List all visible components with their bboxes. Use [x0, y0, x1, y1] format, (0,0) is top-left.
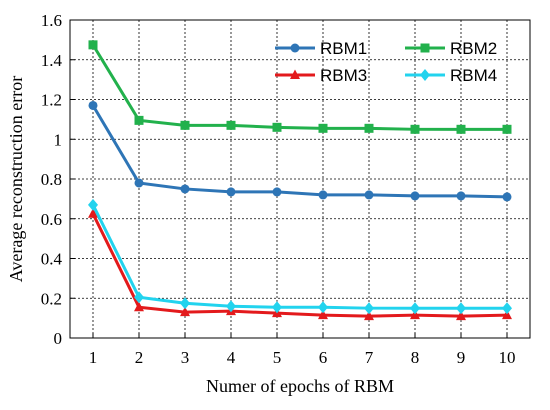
data-point — [88, 208, 98, 218]
data-point — [88, 100, 98, 110]
data-point — [88, 198, 98, 211]
data-point — [226, 300, 236, 313]
y-tick-label: 1 — [54, 130, 63, 149]
x-tick-label: 9 — [457, 348, 466, 367]
series-rbm1 — [88, 100, 512, 202]
legend-label: RBM2 — [450, 39, 497, 58]
y-tick-label: 1.4 — [41, 51, 63, 70]
x-tick-label: 8 — [411, 348, 420, 367]
data-point — [364, 302, 374, 315]
x-tick-label: 7 — [365, 348, 374, 367]
data-point — [180, 184, 190, 194]
legend-entry-rbm2: RBM2 — [405, 39, 497, 58]
series-line — [91, 44, 507, 131]
data-point — [226, 187, 236, 197]
data-point — [318, 309, 328, 320]
series-line — [91, 104, 508, 199]
data-point — [410, 124, 420, 134]
x-tick-label: 4 — [227, 348, 236, 367]
grid — [70, 20, 530, 338]
series-line — [91, 204, 507, 310]
data-point — [502, 302, 512, 315]
ticks: 1 2 3 4 5 6 7 8 9 10 0 0.2 0.4 0.6 0.8 1 1.2 1.4 1.6 — [41, 11, 516, 367]
legend-entry-rbm4: RBM4 — [405, 66, 497, 85]
legend-entry-rbm3: RBM3 — [275, 66, 367, 85]
data-point — [502, 124, 512, 134]
legend-marker — [290, 43, 300, 53]
series-rbm3 — [88, 208, 512, 321]
series-rbm2 — [88, 40, 512, 134]
x-tick-label: 6 — [319, 348, 328, 367]
y-axis-label: Average reconstruction error — [6, 76, 26, 283]
x-tick-label: 10 — [499, 348, 516, 367]
data-point — [502, 192, 512, 202]
x-tick-label: 3 — [181, 348, 190, 367]
y-tick-label: 1.6 — [41, 11, 62, 30]
data-point — [134, 301, 144, 312]
data-point — [456, 191, 466, 201]
x-tick-label: 2 — [135, 348, 144, 367]
data-point — [180, 120, 190, 130]
series-rbm4 — [88, 198, 512, 315]
data-point — [318, 301, 328, 314]
data-point — [456, 302, 466, 315]
series-line — [91, 213, 508, 318]
data-point — [88, 40, 98, 50]
legend-marker — [290, 69, 300, 79]
data-point — [134, 115, 144, 125]
data-point — [272, 122, 282, 132]
data-point — [456, 310, 466, 321]
legend-marker — [420, 43, 430, 53]
y-tick-label: 1.2 — [41, 91, 62, 110]
data-point — [502, 309, 512, 320]
legend: RBM1 RBM2 RBM3 RBM4 — [275, 39, 497, 85]
x-tick-label: 5 — [273, 348, 282, 367]
data-point — [318, 123, 328, 133]
data-point — [134, 178, 144, 188]
x-tick-label: 1 — [89, 348, 98, 367]
data-point — [272, 301, 282, 314]
data-point — [364, 190, 374, 200]
data-point — [180, 297, 190, 310]
data-point — [364, 310, 374, 321]
y-tick-label: 0.2 — [41, 289, 62, 308]
data-point — [364, 123, 374, 133]
data-point — [410, 191, 420, 201]
legend-label: RBM3 — [320, 66, 367, 85]
data-point — [272, 187, 282, 197]
y-tick-label: 0.4 — [41, 250, 63, 269]
legend-label: RBM4 — [450, 66, 497, 85]
data-point — [410, 302, 420, 315]
x-axis-label: Numer of epochs of RBM — [206, 376, 394, 396]
data-point — [134, 291, 144, 304]
series — [88, 40, 512, 321]
data-point — [226, 120, 236, 130]
data-point — [318, 190, 328, 200]
data-point — [456, 124, 466, 134]
data-point — [410, 309, 420, 320]
legend-label: RBM1 — [320, 39, 367, 58]
legend-entry-rbm1: RBM1 — [275, 39, 367, 58]
data-point — [180, 306, 190, 317]
y-tick-label: 0.8 — [41, 170, 62, 189]
legend-marker — [420, 69, 430, 81]
y-tick-label: 0.6 — [41, 210, 62, 229]
y-tick-label: 0 — [54, 329, 63, 348]
